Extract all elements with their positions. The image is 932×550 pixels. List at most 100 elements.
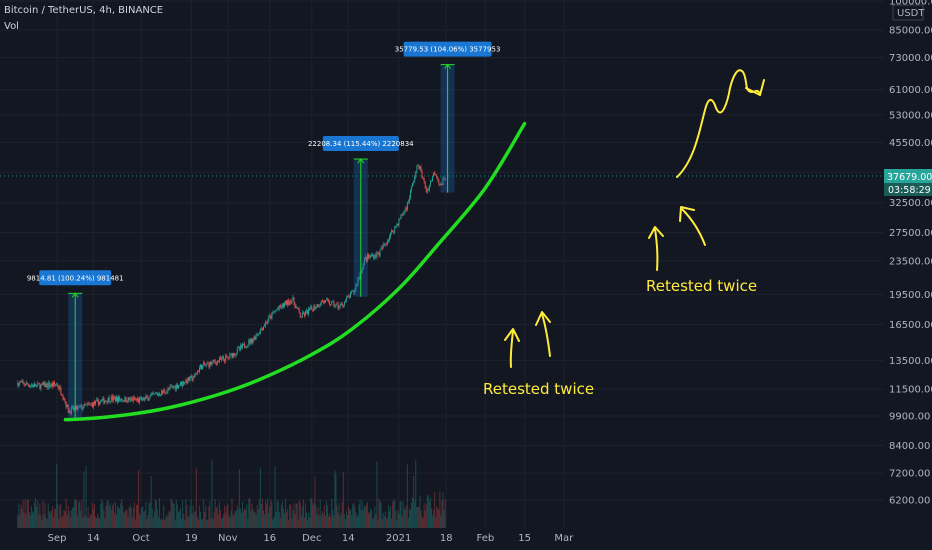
candle-body <box>333 301 335 307</box>
volume-bar <box>235 510 237 528</box>
volume-bar <box>226 505 228 528</box>
volume-bar <box>260 504 262 528</box>
candle-body <box>421 171 423 179</box>
candle-body <box>243 343 244 345</box>
candle-body <box>179 384 180 386</box>
candle-body <box>133 397 135 400</box>
annotation-retested-twice-1: Retested twice <box>483 380 594 398</box>
volume-bar <box>362 510 364 528</box>
volume-bar <box>207 519 209 528</box>
candle-body <box>192 378 194 381</box>
volume-bar <box>320 515 322 528</box>
volume-bar <box>168 511 170 528</box>
candle-body <box>96 400 97 401</box>
volume-bar <box>439 491 441 528</box>
volume-bar <box>249 498 251 528</box>
volume-bar <box>309 517 311 528</box>
volume-bar <box>370 508 372 528</box>
volume-bar <box>300 515 302 528</box>
candle-body <box>194 374 196 375</box>
volume-bar <box>147 514 149 528</box>
trendline-layer[interactable] <box>63 121 527 422</box>
candle-body <box>180 381 181 385</box>
currency-box[interactable] <box>892 4 924 21</box>
volume-bar <box>242 502 243 528</box>
candle-body <box>193 374 195 379</box>
candle-body <box>44 382 46 388</box>
volume-bar <box>192 505 194 528</box>
growth-curve-trendline[interactable] <box>63 121 527 422</box>
candle-body <box>66 404 68 408</box>
candle-body <box>305 311 306 316</box>
price-axis[interactable]: 100000.00 85000.00 73000.00 61000.00 53000.0… <box>884 0 932 550</box>
candle-body <box>328 299 330 301</box>
candle-body <box>199 367 200 372</box>
volume-bar <box>47 503 49 528</box>
volume-bar <box>278 511 280 528</box>
candle-body <box>401 214 403 216</box>
volume-bar <box>281 501 283 528</box>
volume-bar <box>41 519 43 528</box>
candle-body <box>314 306 316 309</box>
candle-body <box>64 399 66 402</box>
volume-bar <box>74 500 75 528</box>
volume-bar <box>216 506 218 528</box>
candle-body <box>150 394 152 397</box>
volume-bar <box>125 509 127 528</box>
candle-body <box>56 384 58 386</box>
candle-body <box>285 300 286 304</box>
candle-body <box>402 213 404 216</box>
candle-body <box>146 396 148 398</box>
time-axis[interactable]: Sep 14 Oct 19 Nov 16 Dec 14 2021 18 Feb 15 Mar <box>0 528 884 550</box>
candle-body <box>223 357 225 360</box>
volume-bar <box>98 516 100 528</box>
volume-bar <box>296 503 298 528</box>
volume-bar <box>144 510 146 528</box>
volume-bar <box>140 515 142 528</box>
candle-body <box>111 396 113 401</box>
volume-bar <box>51 506 53 528</box>
candle-body <box>58 386 60 390</box>
candle-body <box>292 297 294 300</box>
candle-body <box>25 382 27 386</box>
candle-body <box>327 299 328 301</box>
candle-body <box>264 325 265 327</box>
volume-bar <box>181 519 183 528</box>
candle-body <box>258 333 260 335</box>
volume-bar <box>280 504 282 528</box>
candle-body <box>380 247 382 250</box>
volume-bar <box>420 510 422 528</box>
candle-body <box>389 236 390 240</box>
measure-label-box[interactable] <box>322 136 399 152</box>
candle-body <box>18 382 20 387</box>
candle-body <box>364 256 366 259</box>
volume-bar <box>68 510 70 528</box>
measurement-layer[interactable]: 9814.81 (100.24%) 981481 22208.34 (115.44… <box>27 41 501 418</box>
candle-body <box>237 347 239 349</box>
volume-bar <box>404 509 406 528</box>
volume-bar <box>203 499 205 528</box>
volume-bar <box>313 502 315 528</box>
candle-body <box>334 306 336 307</box>
measure-label-box[interactable] <box>39 270 112 286</box>
candle-body <box>189 376 191 381</box>
volume-bar <box>253 512 255 528</box>
candle-body <box>277 308 279 310</box>
volume-bar <box>188 516 190 528</box>
candle-body <box>329 300 331 305</box>
candle-body <box>209 361 211 367</box>
price-tick-label: 6200.00 <box>889 496 930 507</box>
volume-bar <box>72 507 74 528</box>
candle-body <box>104 401 106 404</box>
volume-bar <box>160 519 162 528</box>
volume-bar <box>234 510 236 528</box>
volume-bar <box>257 509 259 528</box>
candle-body <box>251 338 253 343</box>
measure-label-box[interactable] <box>403 41 492 57</box>
volume-bar <box>197 519 199 528</box>
volume-bar <box>81 500 83 528</box>
measure-label-text: 22208.34 (115.44%) 2220834 <box>308 140 414 148</box>
volume-bar <box>424 510 426 528</box>
candle-body <box>70 407 72 414</box>
